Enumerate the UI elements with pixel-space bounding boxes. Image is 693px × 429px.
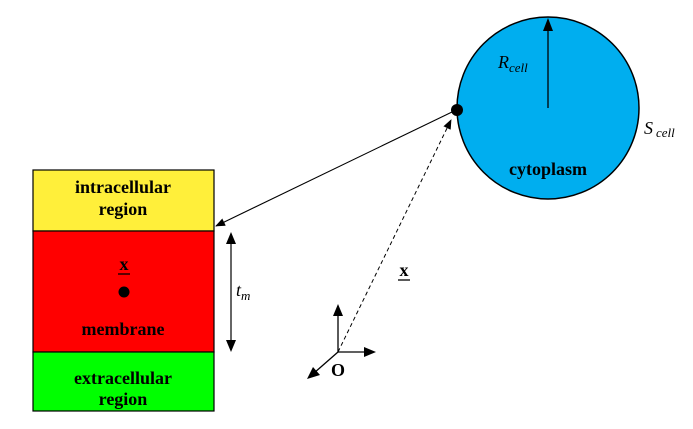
mapping-arrow <box>215 111 453 227</box>
cytoplasm-label: cytoplasm <box>509 159 587 179</box>
membrane-label: membrane <box>82 319 165 339</box>
intracellular-label-line1: intracellular <box>75 177 171 197</box>
origin-label: O <box>331 360 345 380</box>
coordinate-axes: O <box>307 304 376 380</box>
thickness-arrow-bottom-head <box>226 340 236 352</box>
position-vector-label: x <box>400 260 409 280</box>
surface-point <box>451 104 463 116</box>
extracellular-label-line2: region <box>99 389 148 409</box>
thickness-label: tm <box>236 280 250 303</box>
extracellular-label-line1: extracellular <box>74 368 172 388</box>
axis-y-head <box>364 347 376 357</box>
axis-x <box>313 351 339 374</box>
membrane-vector-label: x <box>120 254 129 274</box>
thickness-arrow-top-head <box>226 232 236 244</box>
position-vector-arrow <box>337 119 452 353</box>
intracellular-label-line2: region <box>99 199 148 219</box>
radius-arrow-head <box>543 18 553 31</box>
membrane-point <box>118 286 130 298</box>
axis-z-head <box>333 304 343 316</box>
thickness-indicator: tm <box>226 232 250 352</box>
extracellular-region <box>32 351 215 412</box>
intracellular-region <box>32 169 215 232</box>
membrane-block: intracellular region x membrane extracel… <box>32 169 215 412</box>
radius-label: Rcell <box>497 52 528 75</box>
axis-x-head <box>307 367 320 379</box>
